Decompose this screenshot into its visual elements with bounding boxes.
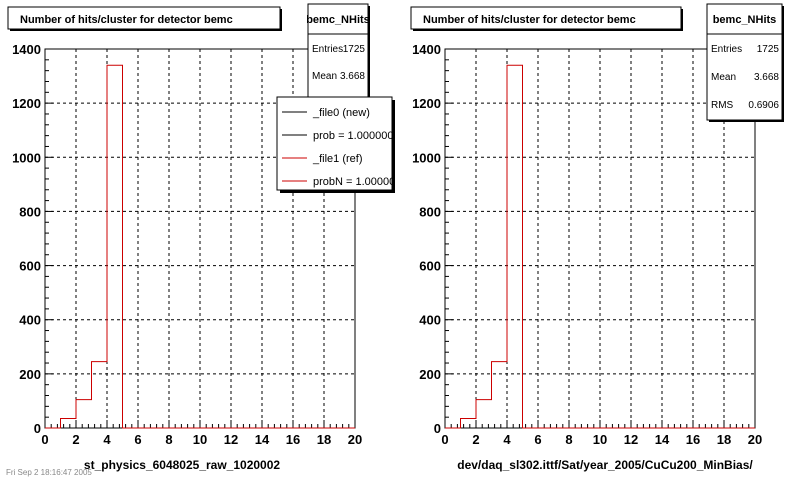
x-tick-label: 10 [593,432,607,447]
y-tick-label: 0 [434,421,441,436]
y-tick-label: 800 [19,204,41,219]
x-tick-label: 6 [534,432,541,447]
stats-box [706,3,783,121]
legend-entry: _file0 (new) [312,107,370,119]
histogram-line [45,64,355,429]
x-tick-label: 8 [165,432,172,447]
histogram-pad-1: 0 2 4 6 8 10 12 14 16 18 2002004006008001000120014… [7,3,401,472]
title-box [410,6,682,30]
y-tick-label: 0 [34,421,41,436]
histogram-bin [92,362,108,428]
stats-label: Entries [711,44,742,55]
x-tick-label: 0 [441,432,448,447]
x-tick-label: 12 [624,432,638,447]
y-tick-label: 200 [19,367,41,382]
histogram-line [445,64,755,429]
stats-label: Mean [312,71,337,82]
x-tick-label: 4 [503,432,511,447]
stats-value: 0.6906 [748,100,779,111]
chart-title: Number of hits/cluster for detector bemc [20,14,233,26]
y-tick-label: 600 [419,259,441,274]
legend-entry: _file1 (ref) [312,153,363,165]
stats-name: bemc_NHits [713,14,777,26]
title-box [7,6,281,30]
y-tick-label: 1000 [12,150,41,165]
legend-entry: prob = 1.000000 [313,130,393,142]
x-axis-label: dev/daq_sl302.ittf/Sat/year_2005/CuCu200… [457,458,753,472]
y-tick-label: 1000 [412,150,441,165]
grid [445,49,755,428]
stats-value: 3.668 [754,72,779,83]
legend: _file0 (new) prob = 1.000000 _file1 (ref) p… [276,96,401,193]
y-tick-label: 600 [19,259,41,274]
x-tick-label: 20 [748,432,762,447]
y-tick-label: 1200 [412,96,441,111]
histogram-bin [107,65,123,428]
x-tick-label: 2 [72,432,79,447]
histogram-bin [76,400,92,428]
x-tick-label: 0 [41,432,48,447]
x-tick-label: 2 [472,432,479,447]
legend-entry: probN = 1.000000 [313,176,401,188]
stats-label: Entries [312,44,343,55]
stats-value: 1725 [343,44,366,55]
histogram-bin [476,400,492,428]
x-tick-label: 8 [565,432,572,447]
x-tick-label: 4 [103,432,111,447]
x-tick-label: 12 [224,432,238,447]
x-tick-label: 14 [655,432,670,447]
x-tick-label: 14 [255,432,270,447]
y-tick-label: 400 [419,313,441,328]
histogram-pad-2: 0 2 4 6 8 10 12 14 16 18 2002004006008001000120014… [410,3,784,472]
chart-title: Number of hits/cluster for detector bemc [423,14,636,26]
x-tick-label: 18 [317,432,331,447]
y-tick-label: 200 [419,367,441,382]
histogram-bin [507,65,523,428]
histogram-bin [461,419,477,428]
x-tick-label: 16 [286,432,300,447]
stats-label: Mean [711,72,736,83]
y-tick-label: 1400 [12,42,41,57]
y-tick-label: 1400 [412,42,441,57]
y-tick-label: 400 [19,313,41,328]
histogram-bin [61,419,77,428]
stats-name: bemc_NHits [306,14,370,26]
y-tick-label: 800 [419,204,441,219]
stats-label: RMS [711,100,734,111]
x-tick-label: 20 [348,432,362,447]
x-tick-label: 18 [717,432,731,447]
stats-value: 1725 [757,44,780,55]
x-tick-label: 6 [134,432,141,447]
x-tick-label: 16 [686,432,700,447]
y-tick-label: 1200 [12,96,41,111]
footer-timestamp: Fri Sep 2 18:16:47 2005 [6,468,92,477]
stats-value: 3.668 [340,71,365,82]
x-tick-label: 10 [193,432,207,447]
histogram-bin [492,362,508,428]
x-axis-label: st_physics_6048025_raw_1020002 [84,458,280,472]
